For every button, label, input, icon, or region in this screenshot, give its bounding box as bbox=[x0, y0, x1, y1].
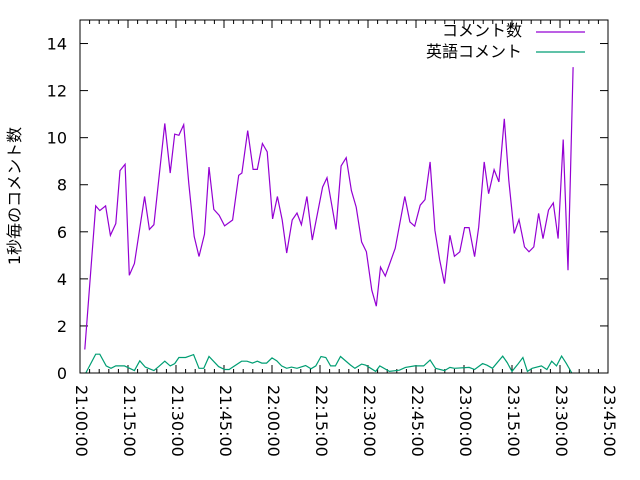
x-tick-label: 23:00:00 bbox=[456, 385, 475, 457]
x-tick-label: 23:45:00 bbox=[600, 385, 619, 457]
x-tick-label: 21:00:00 bbox=[72, 385, 91, 457]
y-tick-labels: 0 2 4 6 8 10 12 14 bbox=[47, 35, 67, 383]
x-tick-label: 21:15:00 bbox=[120, 385, 139, 457]
legend-label-english-comments: 英語コメント bbox=[426, 42, 522, 61]
x-tick-label: 23:30:00 bbox=[552, 385, 571, 457]
y-tick-label: 4 bbox=[57, 270, 67, 289]
x-tick-label: 22:30:00 bbox=[360, 385, 379, 457]
plot-border bbox=[79, 19, 609, 374]
x-tick-label: 21:30:00 bbox=[168, 385, 187, 457]
series-line-english-comments bbox=[85, 353, 573, 374]
y-tick-label: 14 bbox=[47, 35, 67, 54]
series-lines bbox=[84, 67, 574, 374]
x-tick-label: 21:45:00 bbox=[216, 385, 235, 457]
y-tick-label: 6 bbox=[57, 223, 67, 242]
y-tick-label: 12 bbox=[47, 82, 67, 101]
legend-label-comments: コメント数 bbox=[442, 21, 522, 40]
legend: コメント数 英語コメント bbox=[426, 21, 585, 61]
y-tick-label: 0 bbox=[57, 364, 67, 383]
x-tick-label: 23:15:00 bbox=[504, 385, 523, 457]
axis-ticks bbox=[79, 20, 609, 374]
x-tick-label: 22:00:00 bbox=[264, 385, 283, 457]
series-line-comments bbox=[84, 67, 574, 350]
y-axis-label: 1秒毎のコメント数 bbox=[5, 127, 24, 265]
y-tick-label: 10 bbox=[47, 129, 67, 148]
y-tick-label: 8 bbox=[57, 176, 67, 195]
x-tick-labels: 21:00:00 21:15:00 21:30:00 21:45:00 22:00:00… bbox=[72, 385, 619, 457]
y-tick-label: 2 bbox=[57, 317, 67, 336]
x-tick-label: 22:45:00 bbox=[408, 385, 427, 457]
x-tick-label: 22:15:00 bbox=[312, 385, 331, 457]
